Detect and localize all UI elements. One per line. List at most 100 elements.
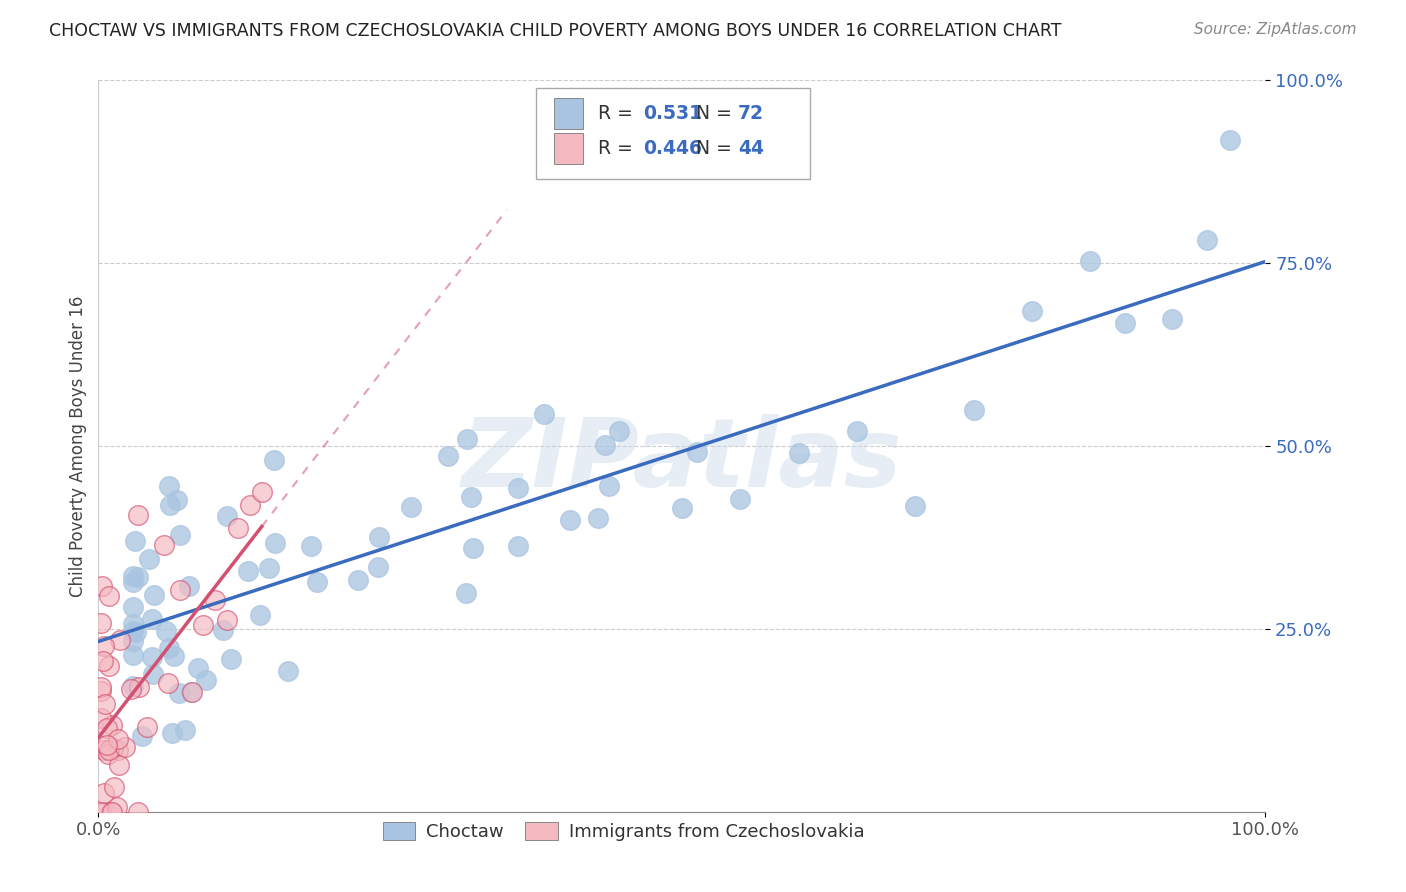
Point xyxy=(103,780,125,794)
Point xyxy=(299,540,322,554)
Point xyxy=(399,500,422,515)
Text: 72: 72 xyxy=(738,103,763,123)
Point xyxy=(456,586,478,600)
Point xyxy=(730,491,752,506)
Point xyxy=(152,538,174,552)
Point xyxy=(1219,132,1241,146)
Point xyxy=(122,648,145,663)
Point xyxy=(215,614,238,628)
Point xyxy=(177,579,200,593)
Point xyxy=(166,493,188,508)
Point xyxy=(141,612,163,626)
Point xyxy=(90,684,112,698)
Point xyxy=(180,684,202,698)
Point xyxy=(122,575,145,590)
Point xyxy=(249,608,271,623)
Point xyxy=(128,680,150,694)
Point xyxy=(367,530,389,544)
Point xyxy=(97,747,120,761)
Point xyxy=(97,658,120,673)
Point xyxy=(142,666,165,681)
Point xyxy=(204,593,226,607)
Point xyxy=(127,805,149,819)
Point xyxy=(135,720,157,734)
Point xyxy=(460,491,482,505)
Point xyxy=(962,403,984,417)
Bar xyxy=(554,98,582,128)
Point xyxy=(219,651,242,665)
Point xyxy=(277,664,299,678)
Point xyxy=(1080,253,1102,268)
Point xyxy=(108,758,131,772)
Point xyxy=(122,634,145,648)
Point xyxy=(846,424,869,438)
Point xyxy=(508,481,530,495)
Point xyxy=(212,624,235,638)
Point xyxy=(122,599,145,614)
Point xyxy=(101,805,124,819)
Point xyxy=(122,569,145,583)
Point xyxy=(598,479,620,493)
Text: 0.531: 0.531 xyxy=(644,103,703,123)
Point xyxy=(160,725,183,739)
Text: 0.446: 0.446 xyxy=(644,139,703,158)
Point xyxy=(127,508,149,522)
Point xyxy=(93,743,115,757)
Point xyxy=(107,731,129,746)
Point xyxy=(263,452,285,467)
Point xyxy=(1114,316,1136,330)
Point xyxy=(101,740,124,755)
Point xyxy=(90,805,112,819)
Point xyxy=(124,534,146,549)
Point xyxy=(1161,312,1184,326)
Point xyxy=(228,520,250,534)
Point xyxy=(193,618,215,632)
Point xyxy=(122,624,145,638)
Point xyxy=(187,661,209,675)
Point xyxy=(533,407,555,421)
Point xyxy=(101,717,124,731)
Point xyxy=(159,498,181,512)
Point xyxy=(367,560,389,574)
Y-axis label: Child Poverty Among Boys Under 16: Child Poverty Among Boys Under 16 xyxy=(69,295,87,597)
Point xyxy=(96,738,118,752)
Point xyxy=(506,540,529,554)
Point xyxy=(163,648,186,663)
Text: N =: N = xyxy=(696,139,738,158)
Point xyxy=(93,639,115,653)
Point xyxy=(1195,234,1218,248)
Point xyxy=(437,449,460,463)
Point xyxy=(157,676,180,690)
Point xyxy=(787,445,810,459)
Point xyxy=(250,484,273,499)
Point xyxy=(105,799,128,814)
Point xyxy=(169,583,191,598)
Text: Source: ZipAtlas.com: Source: ZipAtlas.com xyxy=(1194,22,1357,37)
Legend: Choctaw, Immigrants from Czechoslovakia: Choctaw, Immigrants from Czechoslovakia xyxy=(374,814,873,850)
Point xyxy=(114,739,136,754)
Point xyxy=(671,500,693,515)
Point xyxy=(93,786,115,800)
Point xyxy=(90,680,112,694)
FancyBboxPatch shape xyxy=(536,87,810,179)
Point xyxy=(122,616,145,631)
Point xyxy=(96,721,118,735)
Text: N =: N = xyxy=(696,103,738,123)
Text: R =: R = xyxy=(598,103,638,123)
Point xyxy=(100,805,122,819)
Point xyxy=(558,513,581,527)
Point xyxy=(97,743,120,757)
Point xyxy=(91,654,114,668)
Point xyxy=(120,681,142,696)
Point xyxy=(93,805,115,819)
Point xyxy=(127,570,149,584)
Point xyxy=(138,552,160,566)
Point xyxy=(257,561,280,575)
Point xyxy=(217,508,239,523)
Point xyxy=(131,729,153,743)
Point xyxy=(98,589,121,603)
Point xyxy=(264,535,287,549)
Point xyxy=(157,641,180,656)
Point xyxy=(90,616,112,631)
Point xyxy=(143,588,166,602)
